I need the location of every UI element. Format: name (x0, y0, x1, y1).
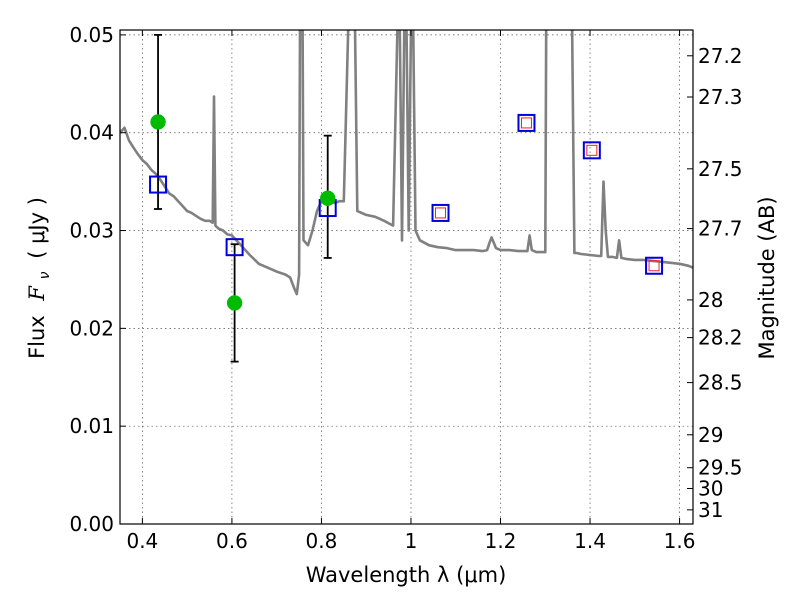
y2-tick-label: 27.2 (698, 44, 743, 68)
y2-tick-label: 28.5 (698, 371, 743, 395)
y-axis-label-text: Flux (25, 315, 49, 359)
y-tick-label: 0.05 (69, 23, 114, 47)
y-tick-label: 0.03 (69, 219, 114, 243)
x-tick-label: 0.6 (216, 529, 248, 553)
sed-model-line (120, 30, 693, 296)
plot-area (120, 30, 693, 363)
y-tick-label: 0.01 (69, 414, 114, 438)
y2-tick-label: 27.7 (698, 217, 743, 241)
predicted-flux-square (520, 117, 532, 129)
model-band-square (431, 203, 450, 222)
marker-layer (149, 33, 664, 363)
y2-tick-label: 29 (698, 423, 723, 447)
model-band-square (149, 175, 168, 194)
y-axis-label-symbol: F (25, 285, 49, 302)
y-axis-label-subscript: ν (37, 271, 53, 279)
x-tick-label: 0.8 (306, 529, 338, 553)
x-tick-label: 1.6 (664, 529, 696, 553)
y2-tick-label: 30 (698, 476, 723, 500)
observed-flux-point (226, 295, 243, 311)
predicted-flux-square (648, 260, 660, 272)
y-tick-label: 0.04 (69, 121, 114, 145)
y2-axis-label: Magnitude (AB) (755, 196, 779, 359)
y2-tick-label: 27.5 (698, 157, 743, 181)
model-band-square (517, 113, 536, 132)
y-axis-label: Flux F ν ( μJy ) (25, 197, 54, 359)
predicted-flux-square (586, 144, 598, 156)
x-tick-label: 0.4 (126, 529, 158, 553)
svg-text:Flux F ν (: Flux F ν ( μJy ) (25, 197, 54, 359)
x-tick-label: 1.4 (574, 529, 606, 553)
y-axis-label-unit: ( μJy ) (25, 197, 49, 259)
model-band-square (582, 141, 601, 160)
axis-layer: 0.4 0.6 0.8 1 1.2 1.4 1.6 0.00 0.01 0.02 0.03 0.04 0… (69, 23, 742, 553)
x-axis-label: Wavelength λ (μm) (306, 563, 507, 587)
plot-frame (119, 29, 694, 525)
predicted-flux-square (435, 207, 447, 219)
x-tick-label: 1 (405, 529, 418, 553)
y2-tick-label: 31 (698, 498, 723, 522)
y2-tick-label: 27.3 (698, 85, 743, 109)
observed-flux-point (319, 190, 336, 207)
observed-flux-point (150, 114, 166, 130)
model-band-square (645, 256, 664, 275)
y2-tick-label: 28.2 (698, 326, 743, 350)
y2-tick-label: 29.5 (698, 456, 743, 480)
y2-tick-label: 28 (698, 288, 723, 312)
y-tick-label: 0.00 (69, 512, 114, 536)
y-tick-label: 0.02 (69, 316, 114, 340)
model-band-square (225, 238, 244, 257)
x-tick-label: 1.2 (485, 529, 517, 553)
series-layer (120, 30, 693, 296)
